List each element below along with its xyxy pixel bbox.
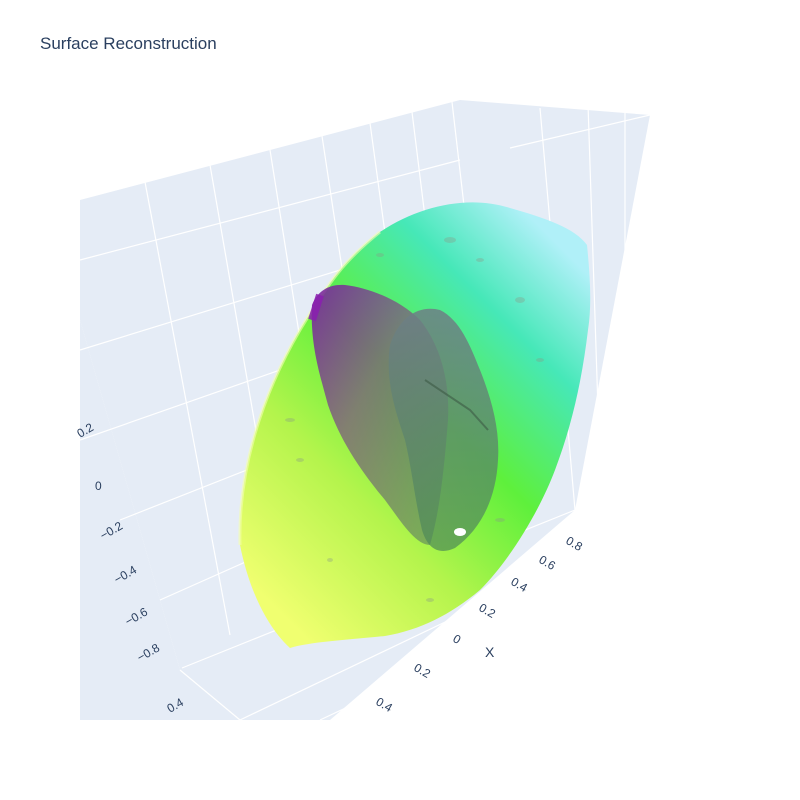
x-axis-title: X [485, 644, 495, 660]
x-tick-3: 0.2 [477, 600, 499, 621]
x-tick-4: 0 [451, 631, 464, 647]
z-tick-1: 0 [95, 479, 102, 493]
x-tick-6: 0.4 [374, 694, 396, 715]
x-tick-0: 0.8 [564, 533, 586, 554]
x-tick-5: 0.2 [412, 660, 434, 681]
x-tick-2: 0.4 [509, 574, 531, 595]
inner-surface[interactable] [308, 284, 499, 551]
chart-title: Surface Reconstruction [40, 34, 217, 53]
x-axis-ticks: 0.8 0.6 0.4 0.2 0 0.2 0.4 [374, 533, 586, 715]
